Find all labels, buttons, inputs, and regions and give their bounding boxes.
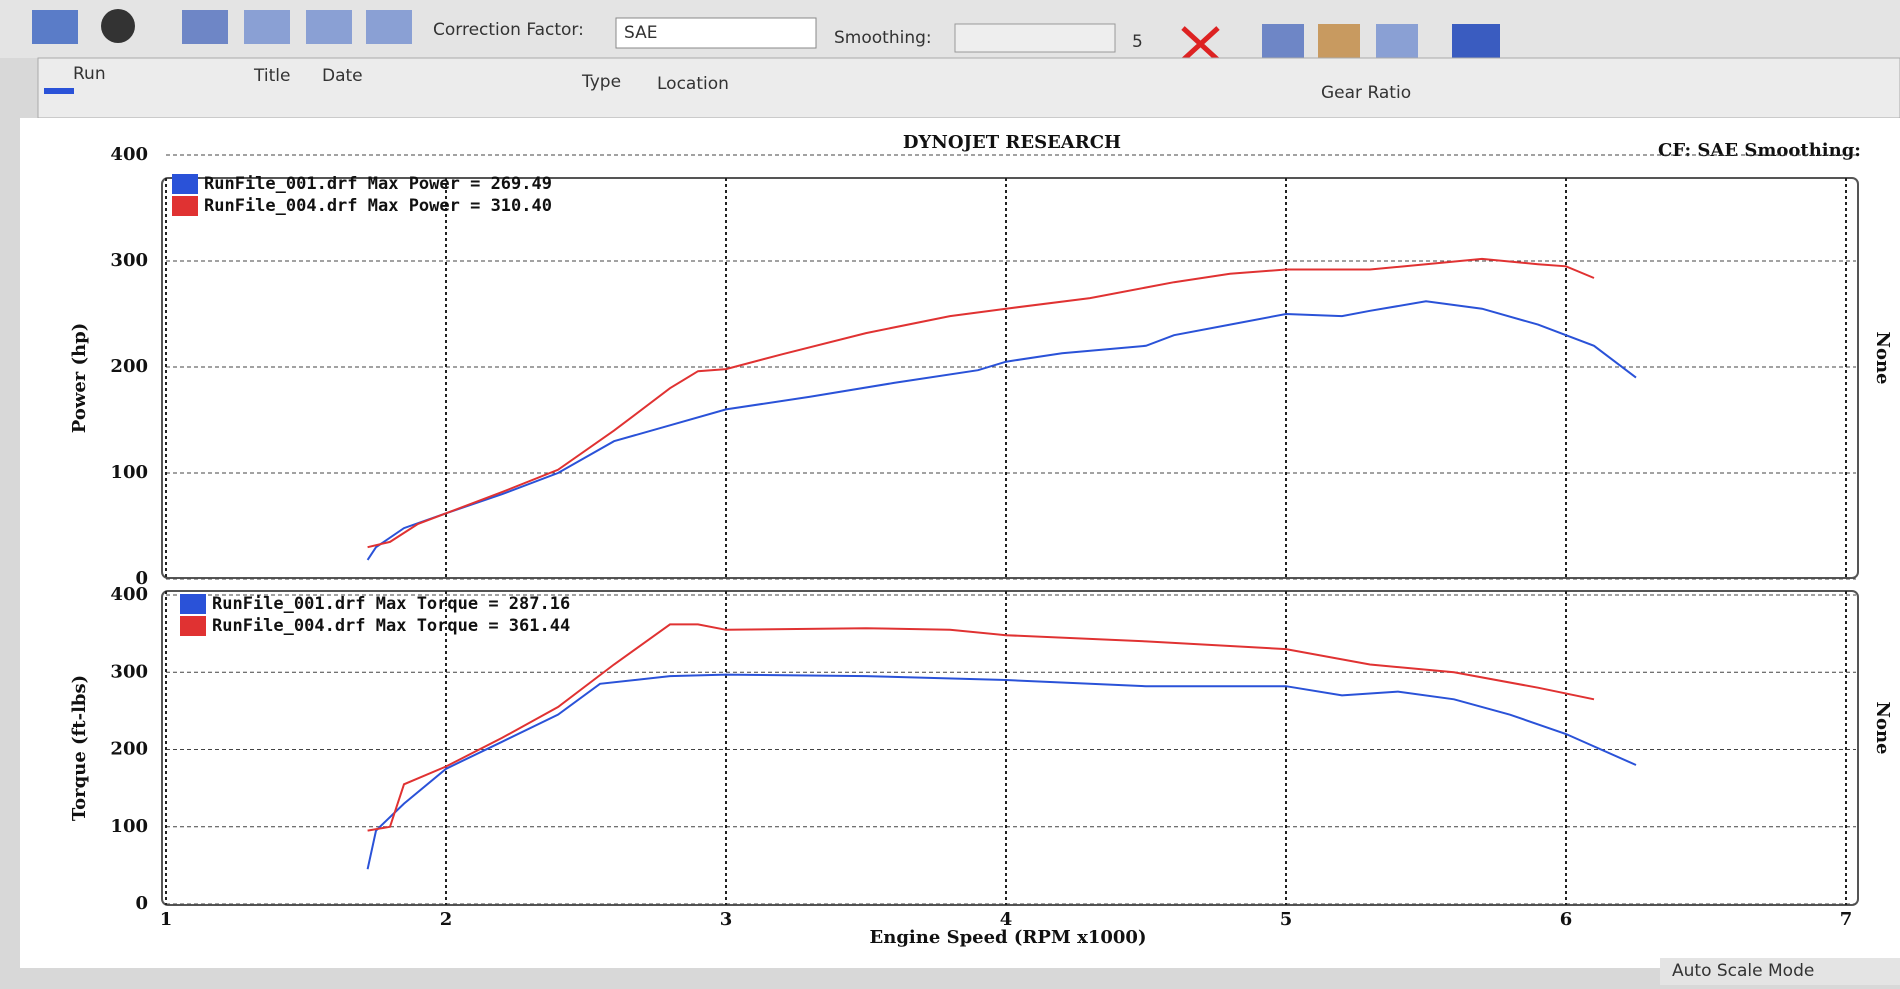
plot-panel <box>161 177 1859 579</box>
y-tick-label: 100 <box>110 462 148 483</box>
right-axis-label: None <box>1872 702 1893 755</box>
x-tick-label: 5 <box>1280 909 1293 930</box>
graph-icon[interactable] <box>366 10 412 44</box>
run-list <box>37 57 1900 119</box>
column-header[interactable]: Gear Ratio <box>1321 83 1411 103</box>
column-header[interactable]: Run <box>73 64 106 84</box>
smoothing-slider[interactable] <box>954 23 1116 53</box>
x-tick-label: 7 <box>1840 909 1853 930</box>
smoothing-label: Smoothing: <box>834 28 932 48</box>
legend-label: RunFile_004.drf Max Torque = 361.44 <box>212 616 570 636</box>
graph-icon[interactable] <box>182 10 228 44</box>
legend-label: RunFile_001.drf Max Torque = 287.16 <box>212 594 570 614</box>
axis-icon[interactable] <box>1452 24 1500 60</box>
plot-panel <box>161 590 1859 906</box>
pan-icon[interactable] <box>1318 24 1360 60</box>
y-tick-label: 200 <box>110 356 148 377</box>
y-tick-label: 300 <box>110 661 148 682</box>
table-icon[interactable] <box>32 10 78 44</box>
column-header[interactable]: Location <box>657 74 729 94</box>
legend-label: RunFile_004.drf Max Power = 310.40 <box>204 196 552 216</box>
graph-info: CF: SAE Smoothing: <box>1658 140 1861 161</box>
correction-factor-select[interactable] <box>615 17 817 49</box>
charts: 0 100 200 300 400 Power (hp) None RunFile_001.d… <box>69 144 1893 948</box>
series-line <box>367 623 1595 832</box>
legend-swatch <box>172 196 198 216</box>
series-line <box>367 257 1595 549</box>
legend-swatch <box>180 594 206 614</box>
clear-icon[interactable] <box>1181 26 1220 62</box>
x-axis-label: Engine Speed (RPM x1000) <box>870 927 1147 948</box>
series-line <box>366 673 1637 870</box>
cursor-icon[interactable] <box>1376 24 1418 60</box>
y-axis-label: Power (hp) <box>69 323 90 433</box>
gauge-icon[interactable] <box>101 9 135 43</box>
column-header[interactable]: Title <box>253 66 290 86</box>
legend-swatch <box>180 616 206 636</box>
y-tick-label: 200 <box>110 739 148 760</box>
legend-label: RunFile_001.drf Max Power = 269.49 <box>204 174 552 194</box>
status-bar <box>1660 958 1900 985</box>
y-tick-label: 400 <box>110 144 148 165</box>
x-tick-label: 6 <box>1560 909 1573 930</box>
x-tick-label: 4 <box>1000 909 1013 930</box>
run-color <box>44 88 74 94</box>
y-axis-label: Torque (ft-lbs) <box>69 675 90 821</box>
column-header[interactable]: Type <box>581 72 621 92</box>
column-header[interactable]: Date <box>322 66 363 86</box>
graph-title: DYNOJET RESEARCH <box>903 132 1121 153</box>
y-tick-label: 100 <box>110 816 148 837</box>
correction-factor-value: SAE <box>624 23 657 43</box>
y-tick-label: 300 <box>110 250 148 271</box>
y-tick-label: 0 <box>135 568 148 589</box>
zoom-icon[interactable] <box>1262 24 1304 60</box>
series-line <box>366 300 1637 561</box>
status-text: Auto Scale Mode <box>1672 961 1814 981</box>
legend-swatch <box>172 174 198 194</box>
y-tick-label: 0 <box>135 893 148 914</box>
graph-icon[interactable] <box>306 10 352 44</box>
correction-factor-label: Correction Factor: <box>433 20 584 40</box>
x-tick-label: 3 <box>720 909 733 930</box>
smoothing-value: 5 <box>1132 32 1143 52</box>
right-axis-label: None <box>1872 332 1893 385</box>
graph-icon[interactable] <box>244 10 290 44</box>
run-columns: Run Title Date Type Location Gear Ratio <box>73 64 1411 103</box>
y-tick-label: 400 <box>110 584 148 605</box>
x-tick-label: 1 <box>160 909 173 930</box>
x-tick-label: 2 <box>440 909 453 930</box>
